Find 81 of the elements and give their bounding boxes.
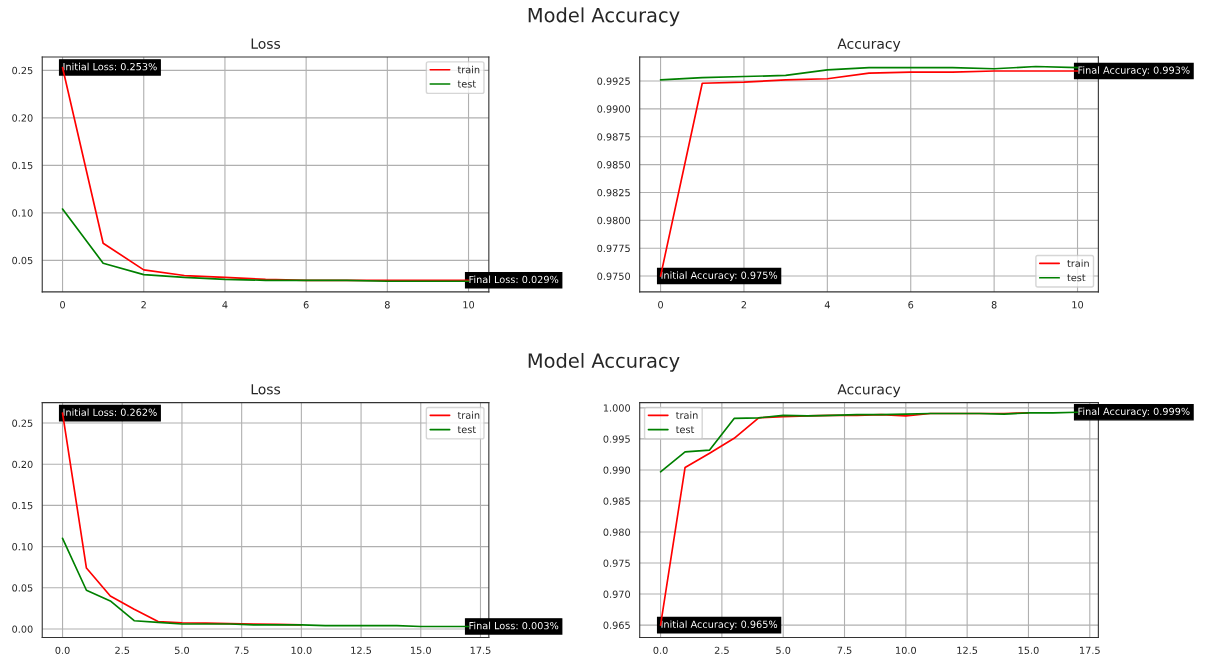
y-tick-label: 0.20	[12, 114, 33, 122]
chart-title: Loss	[251, 384, 281, 395]
y-tick-label: 0.05	[12, 256, 33, 265]
legend-label: train	[1067, 259, 1089, 267]
x-tick-label: 6	[908, 301, 914, 309]
legend-label: train	[675, 411, 698, 419]
x-tick-label: 2	[741, 301, 747, 309]
y-tick-label: 0.9875	[597, 133, 630, 141]
legend-label: test	[675, 426, 695, 434]
x-tick-label: 5.0	[174, 646, 190, 654]
annotation: Final Accuracy: 0.999%	[1078, 407, 1190, 417]
x-tick-label: 10	[463, 301, 475, 309]
text: Model Accuracy	[528, 352, 680, 372]
y-tick-label: 0.9825	[597, 188, 630, 197]
chart-title: Accuracy	[837, 384, 901, 398]
y-tick-label: 0.9750	[597, 272, 631, 280]
x-tick-label: 8	[991, 301, 997, 309]
x-tick-label: 7.5	[234, 646, 249, 654]
annotation: Initial Loss: 0.253%	[63, 62, 157, 71]
line-series	[659, 411, 1079, 473]
x-tick-label: 4	[222, 301, 228, 309]
legend-label: test	[1067, 274, 1086, 282]
annotation: Final Loss: 0.029%	[469, 275, 559, 284]
y-tick-label: 0.975	[603, 559, 630, 567]
x-tick-label: 7.5	[837, 646, 852, 654]
x-tick-label: 4	[824, 301, 830, 309]
y-tick-label: 0.20	[12, 460, 33, 469]
chart-title: Accuracy	[837, 38, 901, 52]
text: Model Accuracy	[528, 7, 680, 27]
y-tick-label: 0.10	[12, 209, 33, 217]
x-tick-label: 0	[60, 301, 65, 309]
x-tick-label: 5.0	[776, 646, 791, 654]
y-tick-label: 1.000	[603, 404, 631, 412]
x-tick-label: 12.5	[957, 646, 978, 654]
annotation: Initial Loss: 0.262%	[63, 408, 157, 416]
y-tick-label: 0.9850	[597, 161, 631, 169]
line-series	[61, 537, 470, 628]
y-tick-label: 0.15	[12, 161, 33, 170]
annotation: Final Accuracy: 0.993%	[1078, 66, 1190, 76]
y-tick-label: 0.15	[12, 501, 33, 510]
legend-label: test	[457, 80, 476, 88]
x-tick-label: 15.0	[1018, 646, 1039, 654]
chart-title: Loss	[251, 38, 281, 49]
y-tick-label: 0.970	[603, 590, 631, 598]
x-tick-label: 10	[1072, 301, 1084, 309]
y-tick-label: 0.990	[603, 466, 631, 474]
x-tick-label: 8	[384, 301, 390, 309]
y-tick-label: 0.25	[12, 66, 33, 75]
y-tick-label: 0.10	[12, 543, 33, 551]
y-tick-label: 0.965	[603, 621, 630, 629]
y-tick-label: 0.9800	[597, 216, 631, 225]
y-tick-label: 0.9925	[597, 77, 630, 85]
y-tick-label: 0.980	[603, 528, 631, 536]
x-tick-label: 0.0	[55, 646, 70, 654]
x-tick-label: 2.5	[714, 646, 729, 654]
x-tick-label: 15.0	[411, 646, 431, 654]
y-tick-label: 0.25	[12, 419, 33, 427]
annotation: Initial Accuracy: 0.965%	[661, 620, 778, 630]
x-tick-label: 10.0	[896, 646, 917, 654]
x-tick-label: 0	[658, 301, 664, 309]
y-tick-label: 0.995	[603, 435, 630, 443]
x-tick-label: 17.5	[1080, 646, 1100, 654]
x-tick-label: 2.5	[115, 646, 130, 654]
x-tick-label: 6	[303, 301, 309, 309]
x-tick-label: 17.5	[470, 646, 491, 654]
x-tick-label: 12.5	[351, 646, 372, 654]
y-tick-label: 0.05	[12, 584, 33, 592]
legend-label: train	[457, 411, 480, 419]
legend-label: train	[457, 65, 480, 74]
line-series	[61, 208, 470, 283]
y-tick-label: 0.9775	[597, 244, 630, 253]
x-tick-label: 10.0	[291, 646, 312, 654]
y-tick-label: 0.985	[603, 497, 630, 505]
annotation: Final Loss: 0.003%	[469, 621, 559, 630]
x-tick-label: 0.0	[653, 646, 668, 654]
annotation: Initial Accuracy: 0.975%	[661, 271, 778, 281]
y-tick-label: 0.00	[12, 625, 33, 633]
line-series	[659, 65, 1079, 81]
x-tick-label: 2	[141, 301, 146, 309]
y-tick-label: 0.9900	[597, 105, 631, 113]
legend-label: test	[457, 426, 476, 434]
